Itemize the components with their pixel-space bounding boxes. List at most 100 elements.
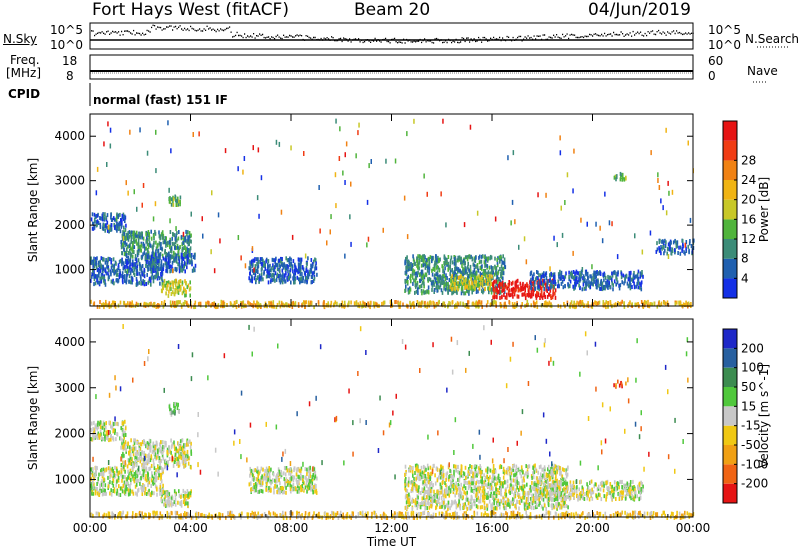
echo-cell bbox=[500, 255, 502, 260]
echo-cell bbox=[655, 249, 658, 254]
echo-cell bbox=[151, 490, 153, 495]
echo-cell bbox=[468, 291, 470, 296]
echo-cell bbox=[165, 236, 167, 241]
echo-cell bbox=[601, 281, 604, 286]
echo-cell bbox=[175, 286, 178, 291]
echo-cell bbox=[268, 271, 270, 276]
echo-cell bbox=[156, 268, 159, 273]
echo-cell bbox=[508, 300, 510, 305]
echo-cell bbox=[478, 255, 480, 260]
echo-cell bbox=[506, 286, 508, 291]
echo-cell bbox=[255, 280, 257, 285]
echo-cell bbox=[186, 240, 189, 244]
echo-cell bbox=[523, 292, 526, 297]
echo-cell bbox=[97, 260, 100, 265]
echo-cell bbox=[275, 262, 278, 267]
echo-cell bbox=[273, 490, 275, 495]
echo-cell bbox=[181, 268, 184, 273]
echo-cell bbox=[164, 462, 166, 467]
echo-cell bbox=[109, 470, 112, 475]
echo-cell bbox=[451, 287, 453, 292]
echo-cell bbox=[417, 287, 419, 292]
echo-cell bbox=[283, 477, 286, 482]
echo-cell bbox=[489, 303, 492, 308]
echo-cell bbox=[658, 185, 661, 190]
echo-cell bbox=[257, 474, 259, 479]
echo-cell bbox=[492, 276, 494, 280]
echo-cell bbox=[256, 469, 258, 474]
echo-cell bbox=[350, 181, 352, 187]
echo-cell bbox=[443, 286, 445, 291]
echo-cell bbox=[123, 247, 125, 252]
echo-cell bbox=[161, 253, 164, 258]
echo-cell bbox=[155, 468, 157, 472]
echo-cell bbox=[344, 180, 346, 185]
echo-cell bbox=[107, 466, 110, 471]
echo-cell bbox=[341, 300, 344, 305]
echo-cell bbox=[385, 158, 387, 164]
echo-cell bbox=[119, 269, 121, 273]
echo-cell bbox=[607, 274, 609, 279]
echo-cell bbox=[663, 300, 665, 305]
echo-cell bbox=[256, 276, 259, 281]
echo-cell bbox=[142, 244, 144, 249]
echo-cell bbox=[309, 267, 312, 272]
echo-cell bbox=[106, 225, 108, 230]
echo-cell bbox=[287, 269, 289, 274]
echo-cell bbox=[437, 279, 439, 284]
echo-cell bbox=[301, 272, 303, 277]
echo-cell bbox=[188, 248, 191, 253]
echo-cell bbox=[106, 264, 108, 269]
echo-cell bbox=[129, 248, 131, 253]
echo-cell bbox=[503, 265, 506, 269]
echo-cell bbox=[150, 463, 153, 468]
echo-cell bbox=[170, 499, 173, 504]
echo-cell bbox=[432, 255, 434, 260]
echo-cell bbox=[182, 500, 185, 505]
echo-cell bbox=[128, 471, 130, 476]
echo-cell bbox=[129, 461, 131, 465]
noise-panel: 10^510^010^510^0 bbox=[50, 22, 790, 52]
echo-cell bbox=[492, 295, 494, 300]
echo-cell bbox=[413, 269, 416, 274]
echo-cell bbox=[154, 478, 156, 483]
echo-cell bbox=[281, 257, 283, 261]
echo-cell bbox=[167, 283, 169, 288]
echo-cell bbox=[280, 278, 282, 282]
echo-cell bbox=[110, 468, 112, 473]
echo-cell bbox=[192, 268, 195, 273]
echo-cell bbox=[170, 496, 173, 501]
echo-cell bbox=[425, 290, 427, 295]
echo-cell bbox=[147, 472, 149, 477]
echo-cell bbox=[609, 301, 612, 306]
echo-cell bbox=[551, 295, 554, 300]
echo-cell bbox=[147, 483, 149, 488]
echo-cell bbox=[109, 491, 111, 496]
echo-cell bbox=[310, 263, 312, 268]
echo-cell bbox=[119, 300, 122, 305]
echo-cell bbox=[674, 238, 676, 243]
echo-cell bbox=[534, 303, 536, 308]
echo-cell bbox=[165, 443, 167, 448]
echo-cell bbox=[122, 428, 125, 433]
echo-cell bbox=[326, 240, 328, 246]
echo-cell bbox=[160, 263, 162, 268]
echo-cell bbox=[667, 180, 669, 186]
echo-cell bbox=[409, 300, 411, 305]
echo-cell bbox=[99, 487, 101, 492]
echo-cell bbox=[278, 258, 280, 263]
echo-cell bbox=[484, 279, 486, 284]
echo-cell bbox=[99, 425, 102, 429]
echo-cell bbox=[579, 271, 581, 275]
echo-cell bbox=[267, 477, 270, 482]
echo-cell bbox=[98, 433, 100, 438]
echo-cell bbox=[496, 295, 498, 300]
echo-cell bbox=[140, 243, 143, 248]
echo-cell bbox=[280, 209, 283, 215]
echo-cell bbox=[473, 263, 476, 268]
echo-cell bbox=[179, 245, 181, 249]
echo-cell bbox=[158, 276, 161, 281]
echo-cell bbox=[156, 265, 159, 270]
echo-cell bbox=[424, 265, 427, 270]
